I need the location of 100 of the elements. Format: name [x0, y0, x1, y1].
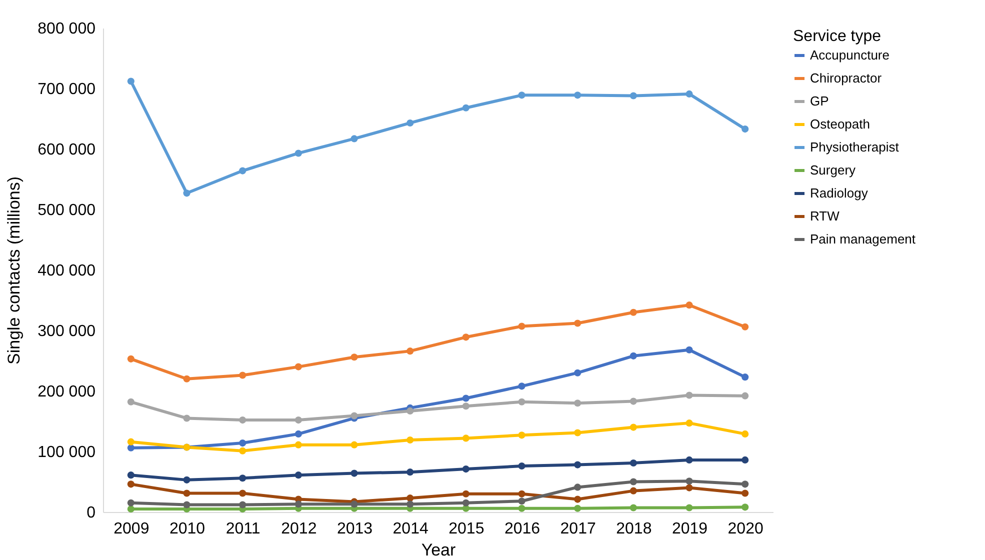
point [462, 334, 470, 341]
point [630, 92, 637, 100]
x-tick-label: 2014 [392, 520, 428, 538]
y-tick-label: 800 000 [38, 20, 96, 38]
point [574, 320, 582, 327]
point [462, 104, 470, 112]
point [406, 494, 414, 502]
point [630, 504, 637, 512]
point [518, 432, 526, 439]
y-tick-label: 300 000 [38, 323, 96, 340]
point [406, 500, 414, 508]
point [742, 323, 749, 330]
point [406, 119, 414, 127]
x-tick-label: 2009 [114, 520, 150, 538]
point [350, 412, 358, 420]
point [406, 348, 414, 355]
point [686, 392, 693, 399]
point [630, 478, 637, 486]
point [406, 436, 414, 444]
point [574, 504, 582, 512]
x-tick-label: 2019 [672, 520, 708, 538]
point [630, 352, 637, 360]
x-tick-label: 2015 [448, 520, 484, 538]
point [742, 392, 749, 400]
legend-label: Osteopath [810, 116, 870, 132]
point [294, 500, 302, 508]
point [127, 505, 134, 513]
y-tick-label: 100 000 [38, 444, 96, 461]
legend-label: Pain management [810, 232, 916, 246]
y-tick-label: 0 [86, 504, 96, 522]
point [406, 468, 414, 476]
y-tick-label: 700 000 [38, 81, 96, 98]
point [742, 126, 749, 133]
point [630, 398, 637, 405]
x-tick-label: 2010 [169, 520, 206, 538]
point [183, 501, 190, 508]
x-tick-label: 2018 [616, 520, 652, 538]
point [127, 78, 134, 85]
point [294, 441, 302, 448]
x-tick-label: 2013 [336, 520, 373, 538]
point [294, 150, 302, 157]
point [127, 444, 134, 452]
point [127, 472, 134, 479]
point [518, 382, 526, 390]
point [742, 430, 749, 438]
point [462, 499, 470, 506]
x-tick-label: 2011 [226, 520, 260, 538]
point [574, 92, 582, 99]
point [630, 487, 637, 494]
point [742, 480, 749, 488]
point [518, 498, 526, 505]
point [518, 398, 526, 406]
x-tick-label: 2016 [504, 520, 540, 538]
point [239, 440, 246, 447]
point [239, 474, 246, 482]
legend-label: Surgery [810, 162, 856, 178]
point [350, 441, 358, 448]
point [630, 424, 637, 431]
legend-label: Chiropractor [810, 70, 882, 86]
point [239, 167, 246, 174]
point [686, 90, 693, 98]
point [127, 438, 134, 446]
legend-label: GP [810, 94, 829, 108]
point [462, 402, 470, 410]
point [127, 355, 134, 362]
point [183, 375, 190, 382]
point [686, 478, 693, 485]
point [574, 369, 582, 376]
point [294, 416, 302, 424]
point [462, 490, 470, 498]
point [686, 346, 693, 354]
point [518, 322, 526, 330]
legend-title: Service type [793, 28, 882, 45]
point [183, 414, 190, 422]
point [742, 504, 749, 511]
legend-label: Radiology [810, 186, 868, 200]
x-tick-label: 2020 [728, 520, 764, 538]
point [574, 400, 582, 407]
point [574, 429, 582, 436]
y-tick-label: 200 000 [38, 384, 96, 400]
point [183, 490, 190, 497]
point [742, 490, 749, 497]
point [350, 470, 358, 477]
point [239, 416, 246, 424]
point [127, 398, 134, 406]
y-tick-label: 400 000 [38, 262, 96, 280]
point [462, 394, 470, 402]
point [574, 484, 582, 491]
point [350, 354, 358, 361]
point [127, 480, 134, 488]
x-tick-label: 2012 [281, 520, 317, 538]
point [574, 461, 582, 468]
y-tick-label: 600 000 [38, 142, 96, 158]
point [406, 407, 414, 414]
point [239, 490, 246, 497]
y-tick-label: 500 000 [38, 202, 96, 219]
point [462, 466, 470, 473]
point [350, 135, 358, 142]
point [686, 420, 693, 427]
point [630, 308, 637, 316]
